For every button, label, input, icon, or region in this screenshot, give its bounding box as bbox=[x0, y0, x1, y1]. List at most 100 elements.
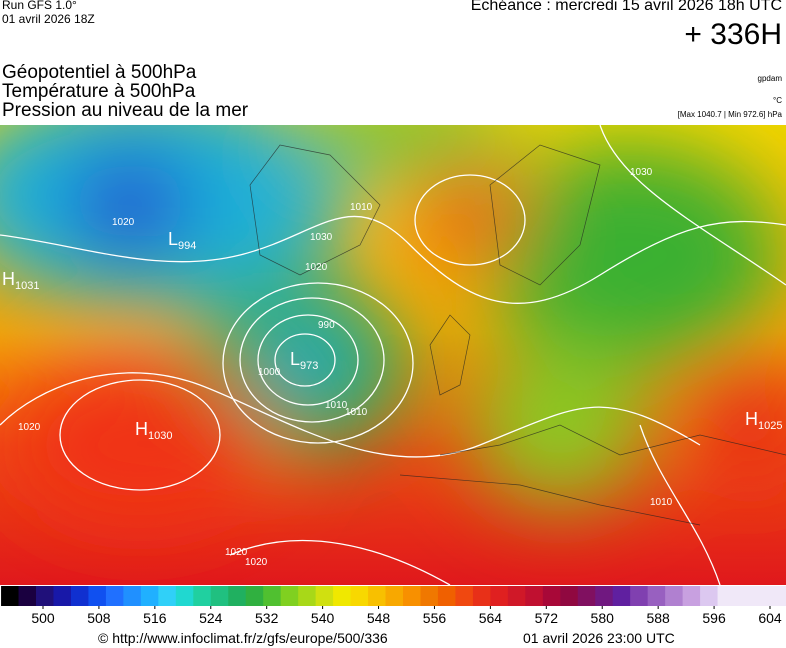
color-swatch bbox=[630, 586, 649, 606]
color-swatch bbox=[437, 586, 456, 606]
isobar-label: 1020 bbox=[112, 217, 135, 228]
color-swatch bbox=[577, 586, 596, 606]
colorbar-tick-label: 508 bbox=[87, 610, 111, 625]
colorbar-tick-label: 572 bbox=[535, 610, 559, 625]
field: Température à 500hPa bbox=[2, 81, 196, 102]
field: Géopotentiel à 500hPa bbox=[2, 62, 197, 83]
isobar-label: 1010 bbox=[345, 407, 368, 418]
isobar-label: 1020 bbox=[305, 262, 328, 273]
isobar-label: 1030 bbox=[310, 232, 333, 243]
color-swatch bbox=[507, 586, 526, 606]
color-swatch bbox=[350, 586, 369, 606]
color-swatch bbox=[472, 586, 491, 606]
center-symbol: H bbox=[135, 419, 148, 439]
color-swatch bbox=[665, 586, 684, 606]
color-swatch bbox=[1, 586, 20, 606]
colorbar-tick-label: 596 bbox=[702, 610, 726, 625]
isobar-label: 1010 bbox=[650, 497, 673, 508]
pressure-center: H1030 bbox=[135, 419, 172, 442]
isobar-label: 990 bbox=[318, 320, 335, 331]
color-swatch bbox=[228, 586, 247, 606]
color-swatch bbox=[263, 586, 282, 606]
color-swatch bbox=[158, 586, 177, 606]
isobar-label: 1020 bbox=[245, 557, 268, 568]
unit: [Max 1040.7 | Min 972.6] hPa bbox=[677, 110, 782, 119]
color-swatch bbox=[717, 586, 736, 606]
color-swatch bbox=[298, 586, 317, 606]
colorbar-tick-label: 500 bbox=[31, 610, 55, 625]
footer-date: 01 avril 2026 23:00 UTC bbox=[523, 630, 675, 646]
valid-time: Echéance : mercredi 15 avril 2026 18h UT… bbox=[470, 0, 782, 14]
colorbar-tick-label: 516 bbox=[143, 610, 167, 625]
center-symbol: H bbox=[2, 269, 15, 289]
colorbar-tick-label: 532 bbox=[255, 610, 279, 625]
color-swatch bbox=[175, 586, 194, 606]
color-swatch bbox=[700, 586, 719, 606]
color-swatch bbox=[245, 586, 264, 606]
center-value: 994 bbox=[178, 240, 196, 252]
color-swatch bbox=[333, 586, 352, 606]
color-swatch bbox=[490, 586, 509, 606]
color-swatch bbox=[88, 586, 107, 606]
center-value: 1030 bbox=[148, 430, 172, 442]
colorbar-tick-label: 588 bbox=[646, 610, 670, 625]
colorbar-tick-label: 564 bbox=[479, 610, 503, 625]
color-swatch bbox=[560, 586, 579, 606]
color-swatch bbox=[280, 586, 299, 606]
center-value: 973 bbox=[300, 360, 318, 372]
center-symbol: H bbox=[745, 409, 758, 429]
center-value: 1031 bbox=[15, 280, 39, 292]
isobar-label: 1030 bbox=[630, 167, 653, 178]
pressure-center: L973 bbox=[290, 349, 318, 372]
isobar-label: 1010 bbox=[325, 400, 348, 411]
run-date: 01 avril 2026 18Z bbox=[2, 12, 95, 26]
colorbar-tick-label: 524 bbox=[199, 610, 223, 625]
color-swatch bbox=[682, 586, 701, 606]
color-swatch bbox=[193, 586, 212, 606]
pressure-center: H1031 bbox=[2, 269, 39, 292]
field: Pression au niveau de la mer bbox=[2, 100, 249, 121]
colorbar-tick-label: 556 bbox=[423, 610, 447, 625]
color-swatch bbox=[735, 586, 754, 606]
center-symbol: L bbox=[290, 349, 300, 369]
unit: gpdam bbox=[757, 74, 782, 83]
color-swatch bbox=[770, 586, 786, 606]
color-swatch bbox=[123, 586, 142, 606]
color-swatch bbox=[368, 586, 387, 606]
colorbar: 500 508 516 524 532 540 548 556 564 572 580 588 596 6… bbox=[1, 586, 786, 625]
color-swatch bbox=[53, 586, 72, 606]
pressure-center: L994 bbox=[168, 229, 196, 252]
color-swatch bbox=[140, 586, 159, 606]
map: H1030L973H1031H1025L99410201010100099010… bbox=[0, 125, 786, 585]
color-swatch bbox=[36, 586, 54, 606]
colorbar-tick-label: 604 bbox=[758, 610, 782, 625]
center-symbol: L bbox=[168, 229, 178, 249]
lead-time: + 336H bbox=[684, 18, 782, 51]
color-swatch bbox=[542, 586, 561, 606]
color-swatch bbox=[385, 586, 404, 606]
center-value: 1025 bbox=[758, 420, 782, 432]
color-swatch bbox=[525, 586, 544, 606]
color-swatch bbox=[647, 586, 666, 606]
source-url: © http://www.infoclimat.fr/z/gfs/europe/… bbox=[98, 630, 388, 646]
color-swatch bbox=[595, 586, 614, 606]
colorbar-tick-label: 548 bbox=[367, 610, 391, 625]
pressure-center: H1025 bbox=[745, 409, 782, 432]
color-swatch bbox=[105, 586, 124, 606]
color-swatch bbox=[612, 586, 631, 606]
isobar-label: 1020 bbox=[18, 422, 41, 433]
color-swatch bbox=[18, 586, 37, 606]
isobar-label: 1010 bbox=[350, 202, 373, 213]
color-swatch bbox=[420, 586, 439, 606]
color-swatch bbox=[70, 586, 89, 606]
color-swatch bbox=[752, 586, 771, 606]
colorbar-tick-label: 580 bbox=[591, 610, 615, 625]
color-swatch bbox=[210, 586, 229, 606]
colorbar-tick-label: 540 bbox=[311, 610, 335, 625]
isobar-label: 1020 bbox=[225, 547, 248, 558]
unit: °C bbox=[773, 96, 782, 105]
color-swatch bbox=[315, 586, 334, 606]
run: Run GFS 1.0° bbox=[2, 0, 77, 12]
color-swatch bbox=[455, 586, 474, 606]
